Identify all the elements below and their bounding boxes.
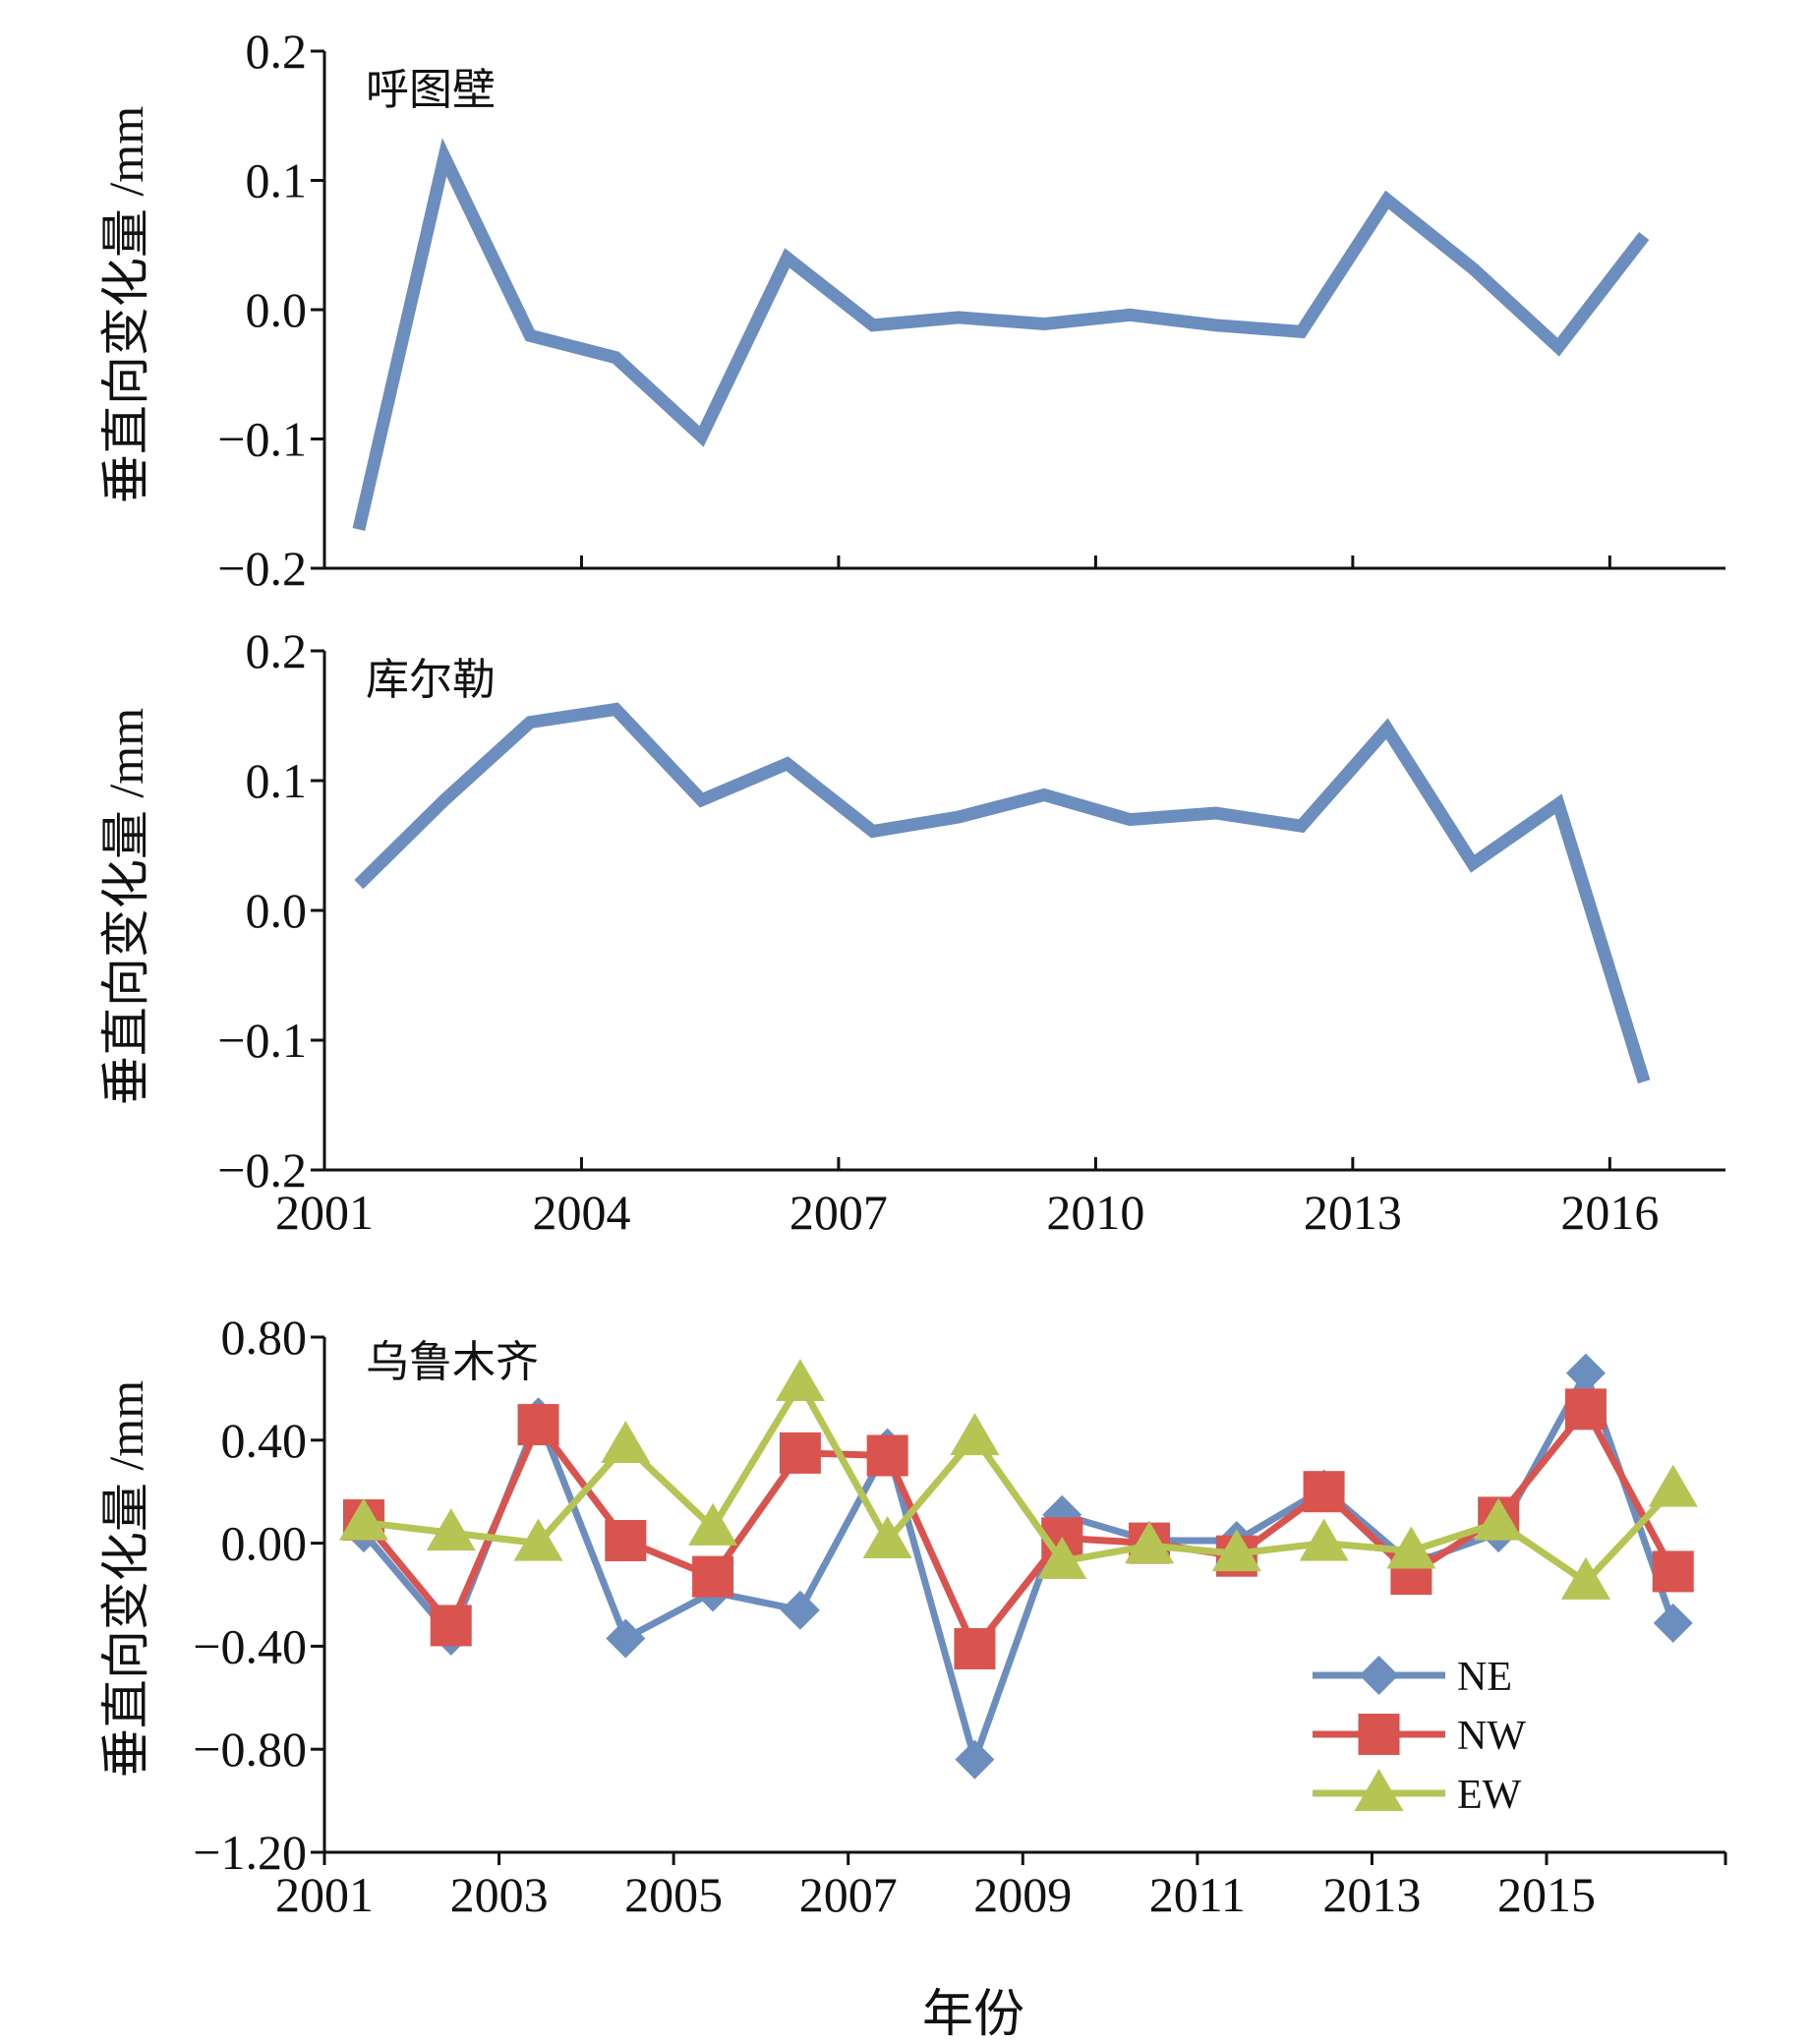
x-tick-label: 2013 xyxy=(1304,1185,1402,1240)
x-tick-label: 2007 xyxy=(789,1185,888,1240)
y-tick-label: 0.1 xyxy=(246,753,308,808)
panel-hutubi-ylabel: 垂直向变化量 /mm xyxy=(98,106,153,503)
point-ew xyxy=(1211,1529,1261,1572)
point-nw xyxy=(1652,1550,1694,1593)
y-tick-label: −0.2 xyxy=(217,1142,307,1197)
y-tick-label: 0.40 xyxy=(221,1413,308,1468)
x-tick-label: 2001 xyxy=(275,1867,374,1922)
panel-korla-title: 库尔勒 xyxy=(366,656,496,704)
point-ne xyxy=(955,1739,995,1780)
point-ne xyxy=(1653,1603,1693,1643)
panel-hutubi-title: 呼图壁 xyxy=(366,66,496,114)
x-tick-label: 2001 xyxy=(275,1185,374,1240)
point-ew xyxy=(426,1508,476,1551)
point-nw xyxy=(430,1605,472,1647)
point-nw xyxy=(866,1434,908,1477)
point-ew xyxy=(1560,1556,1610,1600)
point-nw xyxy=(605,1519,647,1561)
legend-label-ew: EW xyxy=(1457,1773,1522,1818)
point-ew xyxy=(1474,1497,1524,1541)
point-nw xyxy=(1303,1471,1345,1513)
legend: NE NW EW xyxy=(1313,1655,1526,1818)
point-ew xyxy=(601,1421,651,1464)
y-tick-label: −0.2 xyxy=(217,541,307,596)
panel-urumqi-title: 乌鲁木齐 xyxy=(366,1338,539,1386)
point-ew xyxy=(1299,1518,1349,1561)
point-ew xyxy=(338,1497,388,1541)
point-nw xyxy=(692,1555,734,1598)
legend-label-ne: NE xyxy=(1457,1655,1512,1700)
point-ew xyxy=(688,1502,738,1546)
y-tick-label: −0.80 xyxy=(193,1722,307,1777)
x-tick-label: 2013 xyxy=(1322,1867,1421,1922)
point-ew xyxy=(862,1515,912,1558)
point-nw xyxy=(517,1404,559,1446)
legend-marker-nw xyxy=(1358,1714,1400,1755)
x-tick-label: 2004 xyxy=(532,1185,630,1240)
y-tick-label: −0.40 xyxy=(193,1618,307,1673)
panel-urumqi: 垂直向变化量 /mm 乌鲁木齐 0.80 0.40 0.00 −0.40 −0.80 −1… xyxy=(98,1310,1727,1922)
x-tick-label: 2015 xyxy=(1497,1867,1596,1922)
panel-hutubi-plot: 0.2 0.1 0.0 −0.1 −0.2 xyxy=(217,24,1725,596)
legend-marker-ew xyxy=(1354,1769,1404,1811)
x-tick-label: 2003 xyxy=(450,1867,549,1922)
x-tick-label: 2016 xyxy=(1560,1185,1659,1240)
point-ew xyxy=(950,1413,1000,1456)
point-ew xyxy=(1037,1536,1087,1579)
y-tick-label: −0.1 xyxy=(217,1013,307,1068)
series-line-ne xyxy=(352,138,1650,531)
x-tick-label: 2007 xyxy=(799,1867,898,1922)
panel-urumqi-ylabel: 垂直向变化量 /mm xyxy=(98,1380,153,1778)
y-tick-label: 0.2 xyxy=(246,623,308,678)
y-tick-label: 0.1 xyxy=(246,153,308,208)
point-nw xyxy=(779,1431,821,1474)
panel-hutubi: 垂直向变化量 /mm 呼图壁 0.2 0.1 0.0 −0.1 −0.2 xyxy=(98,24,1725,596)
legend-label-nw: NW xyxy=(1457,1714,1526,1759)
point-ne xyxy=(606,1618,646,1659)
point-ne xyxy=(1565,1353,1606,1393)
y-tick-label: −0.1 xyxy=(217,412,307,467)
x-tick-label: 2009 xyxy=(973,1867,1072,1922)
y-tick-label: 0.0 xyxy=(246,883,308,938)
x-tick-label: 2010 xyxy=(1046,1185,1144,1240)
y-tick-label: 0.00 xyxy=(221,1516,308,1571)
x-tick-label: 2011 xyxy=(1149,1867,1246,1922)
point-ew xyxy=(1648,1464,1698,1507)
point-nw xyxy=(954,1628,996,1670)
point-ne xyxy=(780,1590,820,1630)
point-ew xyxy=(1386,1526,1436,1569)
point-ew xyxy=(775,1359,825,1402)
legend-marker-ne xyxy=(1359,1656,1399,1695)
point-ew xyxy=(1125,1521,1175,1564)
series-line-ew xyxy=(363,1376,1676,1587)
point-nw xyxy=(1564,1388,1607,1431)
series-line-nw xyxy=(361,1403,1676,1656)
series-line-ne xyxy=(361,1365,1677,1772)
series-line-ne xyxy=(354,702,1651,1084)
y-tick-label: 0.2 xyxy=(246,24,308,79)
panel-korla-ylabel: 垂直向变化量 /mm xyxy=(98,708,153,1105)
point-ew xyxy=(513,1518,563,1561)
y-tick-label: 0.80 xyxy=(221,1310,308,1365)
x-axis-label: 年份 xyxy=(922,1987,1024,2043)
y-tick-label: −1.20 xyxy=(193,1825,307,1880)
x-tick-label: 2005 xyxy=(624,1867,723,1922)
y-tick-label: 0.0 xyxy=(246,282,308,337)
